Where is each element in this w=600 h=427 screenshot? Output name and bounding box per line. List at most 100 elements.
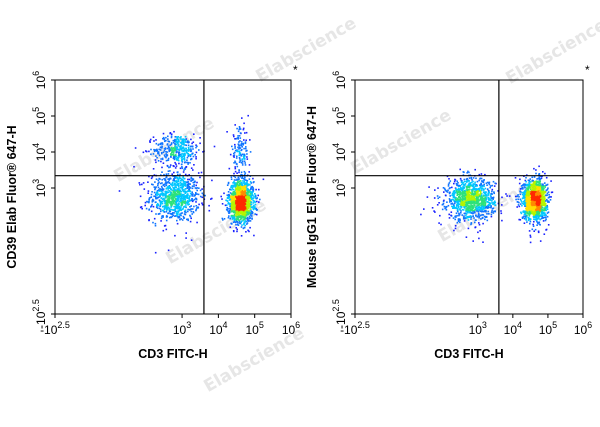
data-point xyxy=(501,219,503,222)
data-point xyxy=(184,202,186,205)
data-point xyxy=(179,142,182,144)
data-point xyxy=(173,158,176,161)
data-point xyxy=(167,187,169,190)
data-point xyxy=(167,138,169,140)
data-point xyxy=(163,173,165,176)
data-point xyxy=(444,194,447,197)
data-point xyxy=(169,186,171,189)
data-point xyxy=(480,184,483,186)
data-point xyxy=(241,153,244,156)
data-point xyxy=(237,198,239,201)
data-point xyxy=(246,214,248,216)
data-point xyxy=(168,186,171,188)
data-point xyxy=(241,210,243,213)
data-point xyxy=(231,210,234,213)
data-point xyxy=(181,219,184,221)
data-point xyxy=(175,211,178,213)
data-point xyxy=(236,172,238,174)
data-point xyxy=(487,194,490,196)
data-point xyxy=(234,138,236,140)
data-point xyxy=(246,223,248,225)
data-point xyxy=(235,138,237,140)
data-point xyxy=(521,216,524,219)
data-point xyxy=(178,189,180,191)
data-point xyxy=(162,189,164,192)
data-point xyxy=(528,230,531,232)
data-point xyxy=(235,187,237,190)
data-point xyxy=(184,161,186,164)
data-point xyxy=(208,209,211,212)
data-point xyxy=(485,215,488,218)
data-point xyxy=(161,143,164,145)
data-point xyxy=(473,209,475,212)
data-point xyxy=(227,181,230,184)
data-point xyxy=(182,207,184,210)
data-point xyxy=(162,136,165,139)
data-point xyxy=(241,148,243,151)
data-point xyxy=(478,195,481,197)
data-point xyxy=(250,186,253,188)
data-point xyxy=(470,218,472,220)
data-point xyxy=(192,152,194,155)
data-point xyxy=(177,193,179,195)
data-point xyxy=(179,147,182,149)
data-point xyxy=(166,186,169,188)
data-point xyxy=(454,179,457,181)
data-point xyxy=(177,159,180,162)
data-point xyxy=(497,190,499,192)
x-tick-label: 106 xyxy=(282,320,300,337)
data-point xyxy=(238,196,241,199)
data-point xyxy=(467,200,469,202)
data-point xyxy=(189,195,191,197)
data-point xyxy=(529,222,531,225)
data-point xyxy=(436,204,439,206)
data-point xyxy=(169,202,172,205)
data-point xyxy=(481,180,484,183)
data-point xyxy=(250,210,252,213)
data-point xyxy=(170,133,173,135)
data-point xyxy=(242,155,245,157)
data-point xyxy=(247,229,249,232)
data-point xyxy=(182,181,185,183)
data-point xyxy=(186,181,188,183)
data-point xyxy=(181,187,184,190)
data-point xyxy=(167,173,170,175)
data-point xyxy=(486,219,489,222)
data-point xyxy=(487,204,489,207)
data-point xyxy=(178,154,180,157)
data-point xyxy=(533,181,535,183)
data-point xyxy=(477,198,479,201)
data-point xyxy=(544,191,546,194)
data-point xyxy=(480,199,483,201)
data-point xyxy=(228,215,230,217)
data-point xyxy=(467,208,469,211)
data-point xyxy=(229,153,232,156)
data-point xyxy=(443,205,446,208)
data-point xyxy=(480,192,482,194)
data-point xyxy=(175,165,178,167)
data-point xyxy=(242,204,244,206)
data-point xyxy=(526,221,528,223)
data-point xyxy=(447,189,449,192)
y-tick-label: 103 xyxy=(31,179,48,197)
data-point xyxy=(187,218,189,220)
data-point xyxy=(189,220,192,223)
data-point xyxy=(245,139,247,142)
data-point xyxy=(492,207,495,209)
data-point xyxy=(241,183,243,186)
data-point xyxy=(481,201,484,203)
data-point xyxy=(486,213,488,215)
data-point xyxy=(519,188,522,190)
data-point xyxy=(150,153,152,156)
data-point xyxy=(161,194,164,196)
data-point xyxy=(176,176,178,179)
data-point xyxy=(230,186,232,189)
data-point xyxy=(473,199,476,201)
data-point xyxy=(170,208,172,211)
data-point xyxy=(243,178,246,180)
data-point xyxy=(484,210,486,212)
data-point xyxy=(501,204,503,206)
data-point xyxy=(251,211,253,213)
data-point xyxy=(186,141,188,143)
data-point xyxy=(469,209,471,211)
